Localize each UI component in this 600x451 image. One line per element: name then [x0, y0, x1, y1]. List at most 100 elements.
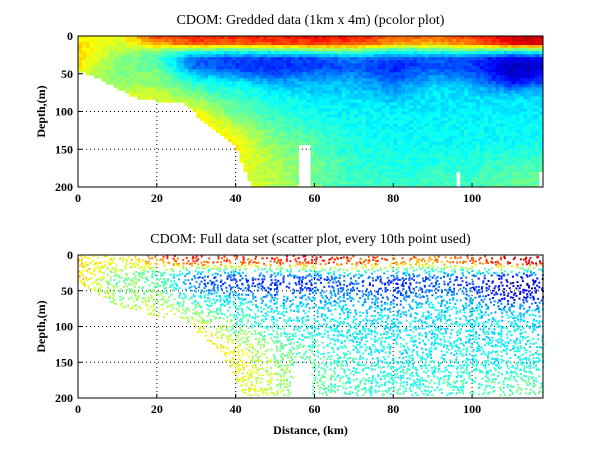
pcolor-cell	[251, 57, 256, 61]
pcolor-cell	[436, 177, 441, 182]
pcolor-cell	[456, 99, 461, 103]
pcolor-cell	[369, 105, 374, 109]
scatter-point	[134, 304, 137, 307]
pcolor-cell	[491, 171, 497, 176]
pcolor-cell	[416, 120, 422, 124]
scatter-point	[97, 287, 100, 290]
x-tick-label: 40	[230, 191, 242, 205]
pcolor-cell	[491, 111, 497, 115]
pcolor-cell	[373, 78, 378, 82]
pcolor-cell	[385, 39, 390, 43]
pcolor-cell	[507, 159, 512, 164]
pcolor-cell	[424, 120, 430, 124]
pcolor-cell	[519, 138, 524, 142]
pcolor-cell	[487, 135, 493, 139]
pcolor-cell	[235, 96, 240, 100]
pcolor-cell	[180, 39, 185, 43]
pcolor-cell	[389, 96, 394, 100]
pcolor-cell	[381, 174, 386, 179]
pcolor-cell	[464, 120, 469, 124]
pcolor-cell	[535, 153, 540, 158]
pcolor-cell	[468, 66, 473, 70]
pcolor-cell	[278, 102, 284, 106]
pcolor-cell	[448, 48, 453, 52]
pcolor-cell	[405, 84, 410, 88]
pcolor-cell	[129, 93, 134, 97]
pcolor-cell	[211, 51, 217, 55]
pcolor-cell	[365, 174, 370, 179]
pcolor-cell	[491, 90, 497, 94]
pcolor-cell	[412, 99, 418, 103]
pcolor-cell	[393, 60, 398, 64]
pcolor-cell	[78, 45, 83, 49]
pcolor-cell	[227, 51, 232, 55]
pcolor-cell	[479, 138, 485, 142]
pcolor-cell	[330, 144, 335, 149]
pcolor-cell	[168, 78, 173, 82]
pcolor-cell	[416, 138, 422, 142]
pcolor-cell	[267, 156, 272, 161]
pcolor-cell	[428, 159, 433, 164]
scatter-point	[84, 264, 87, 267]
pcolor-cell	[361, 66, 366, 70]
pcolor-cell	[215, 123, 221, 127]
pcolor-cell	[290, 114, 296, 118]
pcolor-cell	[231, 63, 236, 67]
pcolor-cell	[263, 126, 268, 130]
pcolor-cell	[334, 54, 339, 58]
pcolor-cell	[176, 93, 181, 97]
scatter-point	[97, 256, 100, 259]
pcolor-cell	[377, 183, 382, 188]
pcolor-cell	[318, 156, 323, 161]
pcolor-cell	[487, 156, 493, 161]
pcolor-cell	[286, 156, 292, 161]
pcolor-cell	[495, 87, 500, 91]
pcolor-cell	[527, 72, 532, 76]
scatter-point	[125, 278, 128, 281]
pcolor-cell	[334, 117, 339, 121]
pcolor-cell	[278, 156, 284, 161]
scatter-point	[108, 291, 111, 294]
pcolor-cell	[278, 78, 284, 82]
pcolor-cell	[436, 162, 441, 167]
pcolor-cell	[515, 153, 520, 158]
pcolor-cell	[535, 144, 540, 149]
pcolor-cell	[263, 45, 268, 49]
pcolor-cell	[420, 48, 426, 52]
pcolor-cell	[440, 156, 445, 161]
pcolor-cell	[456, 54, 461, 58]
pcolor-cell	[503, 51, 508, 55]
pcolor-cell	[263, 141, 268, 146]
pcolor-cell	[93, 36, 99, 40]
pcolor-cell	[369, 171, 374, 176]
scatter-point	[122, 257, 125, 260]
pcolor-cell	[511, 159, 516, 164]
pcolor-cell	[338, 105, 343, 109]
pcolor-cell	[361, 63, 366, 67]
pcolor-cell	[247, 63, 252, 67]
pcolor-cell	[448, 96, 453, 100]
pcolor-cell	[397, 102, 402, 106]
pcolor-cell	[503, 90, 508, 94]
pcolor-cell	[361, 93, 366, 97]
pcolor-cell	[227, 60, 232, 64]
pcolor-cell	[322, 135, 327, 139]
pcolor-cell	[263, 42, 268, 46]
pcolor-cell	[468, 153, 473, 158]
pcolor-cell	[129, 78, 134, 82]
pcolor-cell	[412, 105, 418, 109]
pcolor-cell	[452, 180, 457, 185]
pcolor-cell	[200, 48, 205, 52]
pcolor-cell	[460, 126, 465, 130]
pcolor-cell	[338, 78, 343, 82]
pcolor-cell	[342, 96, 347, 100]
pcolor-cell	[113, 39, 118, 43]
pcolor-cell	[476, 78, 481, 82]
pcolor-cell	[476, 84, 481, 88]
pcolor-cell	[499, 162, 504, 167]
pcolor-cell	[531, 171, 536, 176]
pcolor-cell	[322, 183, 327, 188]
pcolor-cell	[373, 138, 378, 142]
pcolor-cell	[109, 54, 114, 58]
pcolor-cell	[278, 126, 284, 130]
